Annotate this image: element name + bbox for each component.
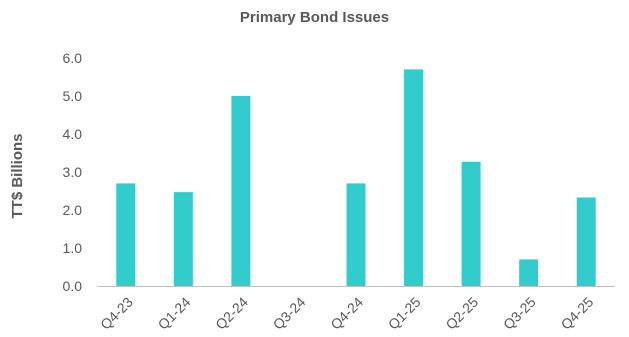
bar-q1-25 — [404, 69, 424, 287]
x-tick-label: Q4-25 — [558, 294, 597, 333]
x-tick-label: Q4-23 — [97, 294, 136, 333]
x-tick-label: Q1-24 — [155, 294, 194, 333]
x-tick-label: Q1-25 — [385, 294, 424, 333]
x-tick-label: Q2-24 — [212, 294, 251, 333]
bar-q4-24 — [346, 183, 366, 286]
y-tick-label: 4.0 — [63, 126, 83, 142]
bar-q1-24 — [173, 192, 193, 286]
y-axis-ticks: 0.0 1.0 2.0 3.0 4.0 5.0 6.0 — [63, 50, 83, 294]
bars — [116, 69, 596, 287]
y-tick-label: 3.0 — [63, 164, 83, 180]
y-tick-label: 1.0 — [63, 240, 83, 256]
chart-title: Primary Bond Issues — [239, 9, 390, 26]
bar-q4-23 — [116, 183, 136, 286]
bar-q2-25 — [461, 161, 481, 286]
bar-q4-25 — [576, 197, 596, 286]
y-tick-label: 2.0 — [63, 202, 83, 218]
x-tick-label: Q4-24 — [327, 294, 366, 333]
y-axis-label: TT$ Billions — [9, 133, 26, 218]
bar-q3-25 — [519, 259, 539, 286]
bar-q2-24 — [231, 96, 251, 286]
x-tick-label: Q2-25 — [442, 294, 481, 333]
x-axis-ticks: Q4-23 Q1-24 Q2-24 Q3-24 Q4-24 Q1-25 Q2-25 Q3-25… — [97, 294, 596, 333]
x-tick-label: Q3-24 — [270, 294, 309, 333]
y-tick-label: 5.0 — [63, 88, 83, 104]
x-tick-label: Q3-25 — [500, 294, 539, 333]
y-tick-label: 0.0 — [63, 278, 83, 294]
y-tick-label: 6.0 — [63, 50, 83, 66]
